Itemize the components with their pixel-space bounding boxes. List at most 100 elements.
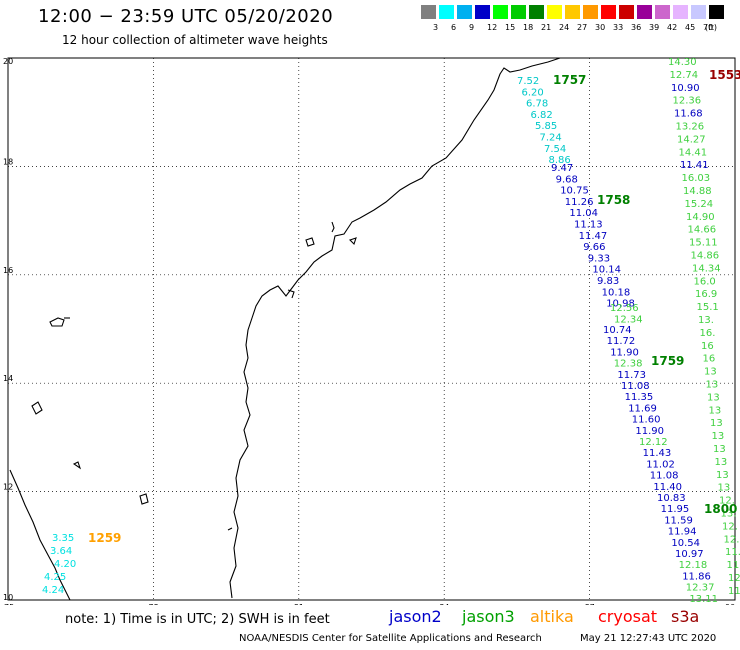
wave-height-label: 13 [716,470,729,481]
wave-height-label: 11.73 [617,370,646,381]
wave-height-label: 11.90 [610,347,639,358]
legend-label: 27 [577,23,588,32]
legend-swatch [529,5,544,19]
pass-time-label: 1800 [704,502,737,516]
wave-height-label: 14.41 [679,147,708,158]
wave-height-label: 12.34 [614,314,643,325]
legend-label: (ft) [705,23,718,32]
wave-height-label: 4.25 [44,572,66,583]
wave-height-label: 11.68 [674,109,703,120]
wave-height-label: 10.83 [657,493,686,504]
legend-swatch [619,5,634,19]
wave-height-label: 10.54 [671,538,700,549]
wave-height-label: 10.74 [603,325,632,336]
legend-swatch [493,5,508,19]
wave-height-map: 75 78 81 84 87 90 20 18 16 14 12 10 3.35 3.64 4.20 4.2… [3,57,740,605]
wave-height-label: 5.85 [535,121,557,132]
wave-height-label: 10.14 [592,265,621,276]
satellite-name-jason2: jason2 [389,607,442,626]
island-2 [305,237,315,247]
legend-label: 30 [595,23,606,32]
wave-height-label: 11.86 [682,571,711,582]
wave-height-label: 9.66 [583,242,605,253]
wave-height-label: 16 [703,354,716,365]
x-tick-label: 78 [148,603,158,605]
wave-height-label: 4.24 [42,585,64,596]
wave-height-label: 12.3 [728,573,740,584]
wave-height-label: 11.60 [632,415,661,426]
wave-height-label: 15.1 [697,302,719,313]
wave-height-label: 11.69 [628,403,657,414]
wave-height-label: 3.35 [52,533,74,544]
legend-swatch [601,5,616,19]
legend-swatch [583,5,598,19]
legend-label: 3 [433,23,439,32]
wave-height-label: 11.2 [728,586,740,597]
coastline-mainland [9,469,71,601]
wave-height-label: 11.43 [643,448,672,459]
map-subtitle: 12 hour collection of altimeter wave hei… [62,33,328,47]
legend-label: 21 [541,23,552,32]
island-9 [227,527,233,531]
legend-label: 6 [451,23,457,32]
wave-height-label: 15.24 [685,199,714,210]
legend-swatch [547,5,562,19]
note-text: note: 1) Time is in UTC; 2) SWH is in fe… [65,612,330,627]
wave-height-label: 10.98 [606,299,635,310]
island-6 [31,401,43,415]
legend-label: 39 [649,23,660,32]
pass-time-label: 1757 [553,73,586,87]
pass-time-label: 1759 [651,354,684,368]
map-grid: 75 78 81 84 87 90 20 18 16 14 12 10 [3,57,735,605]
satellite-name-altika: altika [530,607,574,626]
wave-height-label: 13 [712,431,725,442]
wave-height-label: 13 [715,457,728,468]
wave-height-label: 14.27 [677,134,706,145]
wave-height-label: 6.20 [522,87,544,98]
wave-height-label: 13 [710,418,723,429]
y-tick-label: 16 [3,266,13,275]
wave-height-label: 11.13 [574,220,603,231]
wave-height-label: 13 [713,444,726,455]
island-10 [287,289,295,299]
legend-label: 42 [667,23,678,32]
island-8 [139,493,149,505]
legend-swatch [511,5,526,19]
footer-timestamp: May 21 12:27:43 UTC 2020 [580,633,717,644]
wave-height-label: 13. [698,315,714,326]
wave-height-label: 11.72 [607,336,636,347]
wave-height-label: 7.24 [540,133,562,144]
wave-height-label: 10.18 [602,287,631,298]
coastline-west-bengal-odisha [229,57,561,599]
legend-swatch [637,5,652,19]
legend-label: 24 [559,23,570,32]
pass-time-label: 1758 [597,193,630,207]
satellite-name-s3a: s3a [671,607,700,626]
wave-height-label: 14.88 [683,186,712,197]
wave-height-label: 6.82 [531,110,553,121]
wave-height-label: 11.40 [653,482,682,493]
wave-height-label: 16.0 [694,276,716,287]
legend-swatch [673,5,688,19]
wave-height-label: 7.52 [517,76,539,87]
wave-height-label: 9.68 [556,174,578,185]
wave-height-label: 14.34 [692,263,721,274]
wave-height-label: 12.37 [686,583,715,594]
legend-label: 33 [613,23,624,32]
x-tick-label: 90 [725,603,735,605]
legend-label: 12 [487,23,498,32]
altimeter-tracks: 3.35 3.64 4.20 4.25 4.24 1259 7.526.206.786.82… [42,57,740,605]
wave-height-label: 11.90 [635,426,664,437]
legend-label: 70 [703,23,714,32]
wave-height-label: 14.90 [686,212,715,223]
wave-height-label: 11.4 [727,560,740,571]
wave-height-label: 11.94 [668,527,697,538]
wave-height-label: 16. [700,328,716,339]
wave-height-label: 13 [704,367,717,378]
wave-height-label: 12.38 [614,359,643,370]
wave-height-label: 10.90 [671,83,700,94]
wave-height-label: 11.08 [650,471,679,482]
legend-label: 36 [631,23,642,32]
wave-height-label: 16.03 [682,173,711,184]
wave-height-label: 13 [718,483,731,494]
